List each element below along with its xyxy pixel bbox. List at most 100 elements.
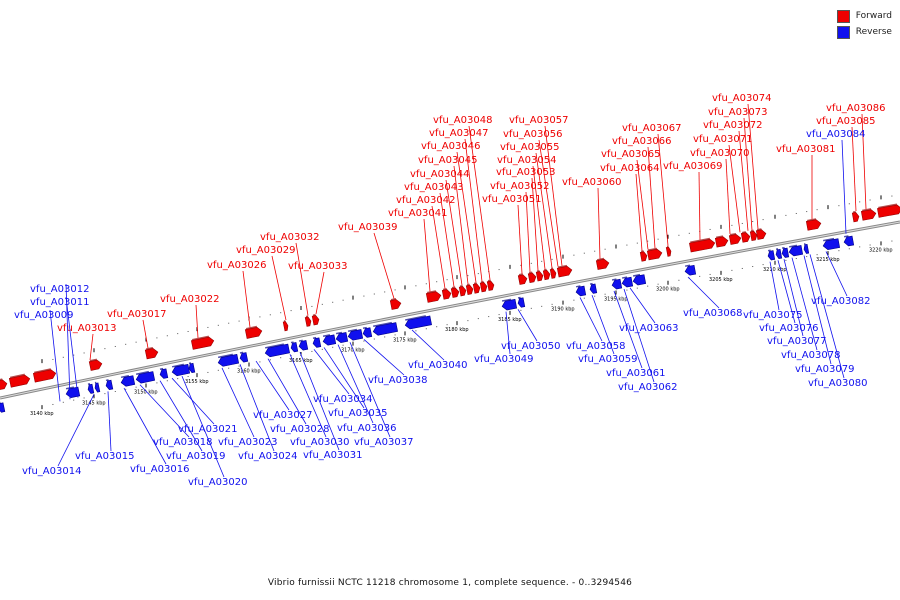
reverse-gene-arrow[interactable] xyxy=(501,298,518,311)
forward-gene-label[interactable]: vfu_A03069 xyxy=(663,161,722,172)
reverse-gene-arrow[interactable] xyxy=(589,282,598,294)
reverse-gene-arrow[interactable] xyxy=(171,363,191,377)
forward-gene-label[interactable]: vfu_A03051 xyxy=(482,194,541,205)
reverse-gene-label[interactable]: vfu_A03061 xyxy=(606,368,665,379)
reverse-gene-arrow[interactable] xyxy=(575,285,587,297)
reverse-gene-arrow[interactable] xyxy=(803,243,810,254)
forward-gene-arrow[interactable] xyxy=(646,247,663,261)
reverse-gene-label[interactable]: vfu_A03024 xyxy=(238,451,297,462)
reverse-gene-label[interactable]: vfu_A03076 xyxy=(759,323,818,334)
forward-gene-arrow[interactable] xyxy=(517,273,528,285)
forward-gene-label[interactable]: vfu_A03073 xyxy=(708,107,767,118)
forward-gene-label[interactable]: vfu_A03022 xyxy=(160,294,219,305)
forward-gene-arrow[interactable] xyxy=(542,268,551,281)
reverse-gene-label[interactable]: vfu_A03063 xyxy=(619,323,678,334)
forward-gene-arrow[interactable] xyxy=(304,315,312,327)
reverse-gene-label[interactable]: vfu_A03036 xyxy=(337,423,396,434)
reverse-gene-arrow[interactable] xyxy=(120,374,136,387)
reverse-gene-arrow[interactable] xyxy=(767,249,776,261)
reverse-gene-arrow[interactable] xyxy=(404,314,432,330)
forward-gene-label[interactable]: vfu_A03017 xyxy=(107,309,166,320)
forward-gene-label[interactable]: vfu_A03032 xyxy=(260,232,319,243)
forward-gene-label[interactable]: vfu_A03067 xyxy=(622,123,681,134)
reverse-gene-label[interactable]: vfu_A03040 xyxy=(408,360,467,371)
forward-gene-arrow[interactable] xyxy=(472,282,481,294)
reverse-gene-arrow[interactable] xyxy=(347,328,364,341)
reverse-gene-label[interactable]: vfu_A03059 xyxy=(578,354,637,365)
forward-gene-label[interactable]: vfu_A03070 xyxy=(690,148,749,159)
forward-gene-arrow[interactable] xyxy=(441,287,452,300)
reverse-gene-label[interactable]: vfu_A03012 xyxy=(30,284,89,295)
reverse-gene-label[interactable]: vfu_A03035 xyxy=(328,408,387,419)
forward-gene-arrow[interactable] xyxy=(244,325,263,339)
forward-gene-arrow[interactable] xyxy=(144,346,159,360)
forward-gene-label[interactable]: vfu_A03029 xyxy=(236,245,295,256)
reverse-gene-label[interactable]: vfu_A03030 xyxy=(290,437,349,448)
forward-gene-label[interactable]: vfu_A03044 xyxy=(410,169,469,180)
reverse-gene-label[interactable]: vfu_A03037 xyxy=(354,437,413,448)
forward-gene-label[interactable]: vfu_A03065 xyxy=(601,149,660,160)
forward-gene-arrow[interactable] xyxy=(728,232,742,245)
reverse-gene-label[interactable]: vfu_A03011 xyxy=(30,297,89,308)
forward-gene-label[interactable]: vfu_A03042 xyxy=(396,195,455,206)
forward-gene-label[interactable]: vfu_A03081 xyxy=(776,144,835,155)
reverse-gene-arrow[interactable] xyxy=(611,278,623,290)
reverse-gene-label[interactable]: vfu_A03077 xyxy=(767,336,826,347)
forward-gene-arrow[interactable] xyxy=(689,237,716,253)
reverse-gene-arrow[interactable] xyxy=(105,379,114,391)
reverse-gene-label[interactable]: vfu_A03009 xyxy=(14,310,73,321)
forward-gene-label[interactable]: vfu_A03064 xyxy=(600,163,659,174)
forward-gene-label[interactable]: vfu_A03033 xyxy=(288,261,347,272)
forward-gene-arrow[interactable] xyxy=(714,235,729,248)
reverse-gene-arrow[interactable] xyxy=(264,343,291,358)
forward-gene-arrow[interactable] xyxy=(88,358,103,371)
reverse-gene-arrow[interactable] xyxy=(94,381,101,393)
reverse-gene-arrow[interactable] xyxy=(632,273,647,286)
forward-gene-label[interactable]: vfu_A03066 xyxy=(612,136,671,147)
forward-gene-arrow[interactable] xyxy=(755,228,767,240)
reverse-gene-label[interactable]: vfu_A03016 xyxy=(130,464,189,475)
reverse-gene-arrow[interactable] xyxy=(135,370,156,384)
forward-gene-arrow[interactable] xyxy=(8,373,31,388)
forward-gene-arrow[interactable] xyxy=(425,289,442,303)
reverse-gene-arrow[interactable] xyxy=(322,333,337,346)
forward-gene-label[interactable]: vfu_A03060 xyxy=(562,177,621,188)
reverse-gene-label[interactable]: vfu_A03031 xyxy=(303,450,362,461)
reverse-gene-label[interactable]: vfu_A03034 xyxy=(313,394,372,405)
reverse-gene-label[interactable]: vfu_A03018 xyxy=(153,437,212,448)
reverse-gene-arrow[interactable] xyxy=(362,326,373,338)
reverse-gene-arrow[interactable] xyxy=(517,296,526,308)
reverse-gene-label[interactable]: vfu_A03049 xyxy=(474,354,533,365)
forward-gene-arrow[interactable] xyxy=(556,264,573,278)
reverse-gene-label[interactable]: vfu_A03082 xyxy=(811,296,870,307)
forward-gene-label[interactable]: vfu_A03056 xyxy=(503,129,562,140)
reverse-gene-arrow[interactable] xyxy=(298,339,309,351)
forward-gene-arrow[interactable] xyxy=(860,207,877,221)
forward-gene-arrow[interactable] xyxy=(311,314,320,326)
forward-gene-arrow[interactable] xyxy=(190,335,215,350)
forward-gene-arrow[interactable] xyxy=(740,231,751,243)
reverse-gene-label[interactable]: vfu_A03080 xyxy=(808,378,867,389)
forward-gene-label[interactable]: vfu_A03026 xyxy=(207,260,266,271)
reverse-gene-arrow[interactable] xyxy=(781,246,790,258)
reverse-gene-label[interactable]: vfu_A03075 xyxy=(743,310,802,321)
reverse-gene-arrow[interactable] xyxy=(0,401,6,413)
reverse-gene-arrow[interactable] xyxy=(87,383,95,394)
forward-gene-label[interactable]: vfu_A03054 xyxy=(497,155,556,166)
reverse-gene-arrow[interactable] xyxy=(217,353,240,367)
forward-gene-label[interactable]: vfu_A03085 xyxy=(816,116,875,127)
reverse-gene-label[interactable]: vfu_A03079 xyxy=(795,364,854,375)
forward-gene-arrow[interactable] xyxy=(0,378,8,391)
reverse-gene-label[interactable]: vfu_A03019 xyxy=(166,451,225,462)
forward-gene-arrow[interactable] xyxy=(851,210,860,223)
reverse-gene-label[interactable]: vfu_A03058 xyxy=(566,341,625,352)
forward-gene-label[interactable]: vfu_A03047 xyxy=(429,128,488,139)
reverse-gene-arrow[interactable] xyxy=(775,248,783,260)
forward-gene-label[interactable]: vfu_A03046 xyxy=(421,141,480,152)
reverse-gene-arrow[interactable] xyxy=(312,336,322,348)
reverse-gene-arrow[interactable] xyxy=(372,321,398,336)
forward-gene-arrow[interactable] xyxy=(282,320,289,332)
reverse-gene-label[interactable]: vfu_A03068 xyxy=(683,308,742,319)
reverse-gene-label[interactable]: vfu_A03014 xyxy=(22,466,81,477)
forward-gene-arrow[interactable] xyxy=(535,270,544,282)
